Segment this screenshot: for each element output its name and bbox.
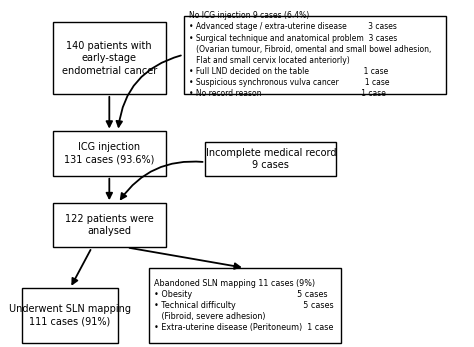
FancyBboxPatch shape xyxy=(149,268,341,343)
Text: Incomplete medical record
9 cases: Incomplete medical record 9 cases xyxy=(206,147,336,170)
FancyBboxPatch shape xyxy=(205,142,337,176)
Text: 122 patients were
analysed: 122 patients were analysed xyxy=(65,214,154,236)
FancyBboxPatch shape xyxy=(53,132,166,176)
Text: 140 patients with
early-stage
endometrial cancer: 140 patients with early-stage endometria… xyxy=(62,41,157,76)
Text: No ICG injection 9 cases (6.4%)
• Advanced stage / extra-uterine disease        : No ICG injection 9 cases (6.4%) • Advanc… xyxy=(189,11,431,98)
FancyBboxPatch shape xyxy=(53,203,166,247)
FancyBboxPatch shape xyxy=(53,22,166,94)
Text: Underwent SLN mapping
111 cases (91%): Underwent SLN mapping 111 cases (91%) xyxy=(9,304,131,327)
FancyBboxPatch shape xyxy=(22,288,118,343)
Text: ICG injection
131 cases (93.6%): ICG injection 131 cases (93.6%) xyxy=(64,142,155,165)
FancyBboxPatch shape xyxy=(183,16,446,94)
Text: Abandoned SLN mapping 11 cases (9%)
• Obesity                                   : Abandoned SLN mapping 11 cases (9%) • Ob… xyxy=(154,279,334,332)
